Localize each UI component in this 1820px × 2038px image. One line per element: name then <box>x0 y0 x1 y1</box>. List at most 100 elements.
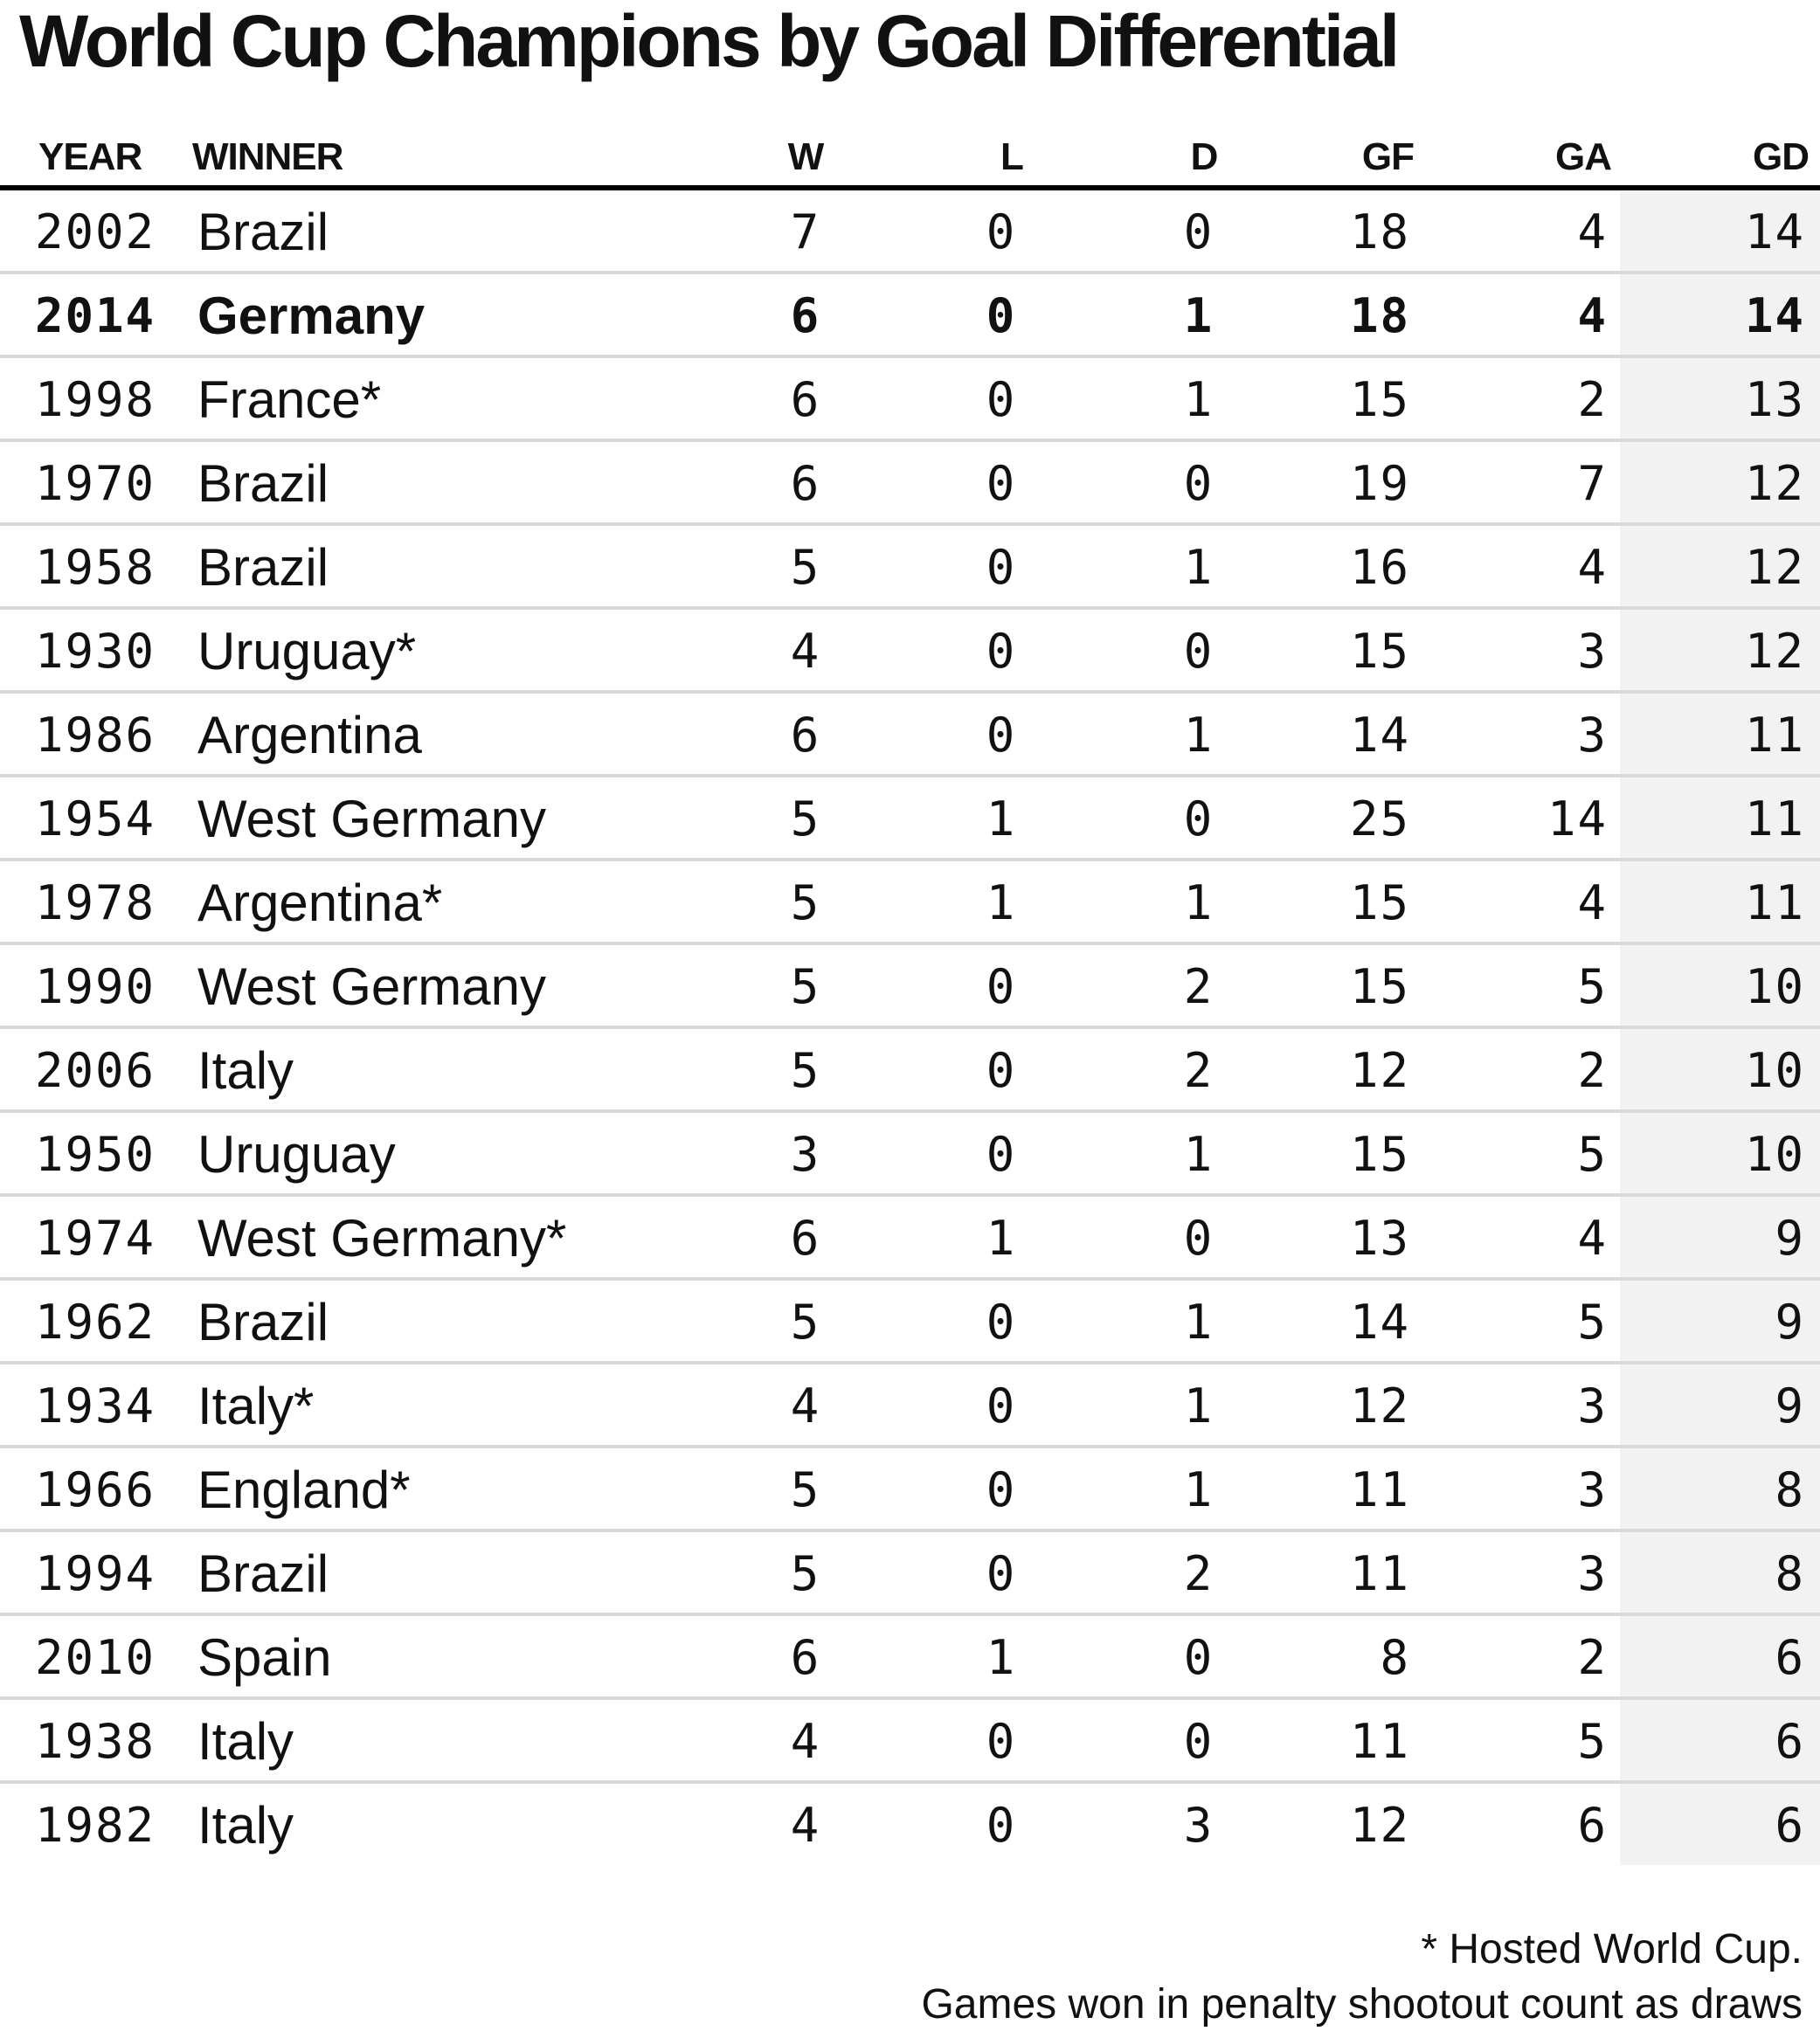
cell-l: 0 <box>986 1798 1017 1853</box>
cell-d: 0 <box>1183 1211 1214 1266</box>
cell-winner: Argentina* <box>197 874 443 932</box>
cell-gd: 10 <box>1744 1043 1805 1098</box>
header-winner: WINNER <box>192 135 343 178</box>
cell-year: 2006 <box>35 1043 156 1098</box>
cell-winner: Italy <box>197 1712 294 1771</box>
cell-gf: 18 <box>1349 288 1410 343</box>
row-divider <box>0 1026 1820 1029</box>
cell-winner: Spain <box>197 1628 332 1687</box>
cell-w: 5 <box>790 959 821 1014</box>
cell-ga: 2 <box>1577 1630 1608 1685</box>
cell-winner: Brazil <box>197 203 329 261</box>
table-row: 1954 West Germany 5 1 0 25 14 11 <box>0 777 1820 861</box>
cell-gd: 12 <box>1744 456 1805 511</box>
footnote-host: * Hosted World Cup. <box>1421 1926 1803 1972</box>
cell-ga: 3 <box>1577 624 1608 679</box>
cell-year: 1962 <box>35 1295 156 1350</box>
cell-gf: 15 <box>1349 875 1410 930</box>
cell-gf: 12 <box>1349 1798 1410 1853</box>
cell-gf: 15 <box>1349 624 1410 679</box>
cell-gd: 12 <box>1744 624 1805 679</box>
cell-year: 1966 <box>35 1462 156 1517</box>
cell-w: 5 <box>790 1462 821 1517</box>
cell-gd: 9 <box>1775 1211 1805 1266</box>
cell-year: 1950 <box>35 1127 156 1182</box>
row-divider <box>0 355 1820 358</box>
cell-d: 1 <box>1183 1127 1214 1182</box>
cell-w: 7 <box>790 204 821 259</box>
cell-year: 1930 <box>35 624 156 679</box>
cell-ga: 2 <box>1577 1043 1608 1098</box>
cell-gd: 14 <box>1744 204 1805 259</box>
cell-l: 1 <box>986 791 1017 846</box>
cell-l: 0 <box>986 456 1017 511</box>
cell-ga: 4 <box>1577 540 1608 595</box>
row-divider <box>0 439 1820 442</box>
cell-gf: 11 <box>1349 1546 1410 1601</box>
cell-ga: 14 <box>1547 791 1608 846</box>
cell-gd: 6 <box>1775 1630 1805 1685</box>
row-divider <box>0 942 1820 945</box>
cell-gd: 9 <box>1775 1295 1805 1350</box>
cell-d: 1 <box>1183 708 1214 763</box>
cell-ga: 6 <box>1577 1798 1608 1853</box>
cell-d: 1 <box>1183 875 1214 930</box>
cell-d: 2 <box>1183 959 1214 1014</box>
row-divider <box>0 271 1820 274</box>
cell-l: 0 <box>986 959 1017 1014</box>
table-row: 1994 Brazil 5 0 2 11 3 8 <box>0 1532 1820 1616</box>
cell-l: 1 <box>986 875 1017 930</box>
row-divider <box>0 1445 1820 1448</box>
table-row: 2010 Spain 6 1 0 8 2 6 <box>0 1616 1820 1700</box>
table-row: 1962 Brazil 5 0 1 14 5 9 <box>0 1281 1820 1364</box>
cell-d: 0 <box>1183 624 1214 679</box>
cell-w: 6 <box>790 372 821 427</box>
cell-ga: 4 <box>1577 204 1608 259</box>
row-divider <box>0 858 1820 861</box>
cell-year: 1978 <box>35 875 156 930</box>
cell-d: 1 <box>1183 540 1214 595</box>
cell-d: 1 <box>1183 1462 1214 1517</box>
cell-gf: 25 <box>1349 791 1410 846</box>
cell-d: 1 <box>1183 1295 1214 1350</box>
cell-gd: 11 <box>1744 875 1805 930</box>
cell-w: 5 <box>790 1546 821 1601</box>
cell-w: 5 <box>790 875 821 930</box>
cell-gf: 12 <box>1349 1043 1410 1098</box>
cell-l: 0 <box>986 708 1017 763</box>
cell-w: 6 <box>790 708 821 763</box>
cell-d: 0 <box>1183 791 1214 846</box>
cell-winner: Germany <box>197 287 426 345</box>
table-row: 1930 Uruguay* 4 0 0 15 3 12 <box>0 610 1820 694</box>
cell-l: 0 <box>986 1295 1017 1350</box>
header-gf: GF <box>1361 135 1415 178</box>
cell-winner: West Germany* <box>197 1209 567 1268</box>
row-divider <box>0 522 1820 526</box>
cell-year: 1986 <box>35 708 156 763</box>
cell-winner: England* <box>197 1461 411 1519</box>
table-row: 2006 Italy 5 0 2 12 2 10 <box>0 1029 1820 1113</box>
table-row: 1986 Argentina 6 0 1 14 3 11 <box>0 694 1820 777</box>
table-row: 2002 Brazil 7 0 0 18 4 14 <box>0 190 1820 274</box>
cell-l: 0 <box>986 1127 1017 1182</box>
row-divider <box>0 1361 1820 1364</box>
cell-w: 6 <box>790 288 821 343</box>
cell-ga: 5 <box>1577 959 1608 1014</box>
table-row: 1934 Italy* 4 0 1 12 3 9 <box>0 1364 1820 1448</box>
cell-year: 1958 <box>35 540 156 595</box>
header-gd: GD <box>1753 135 1810 178</box>
table-row: 1970 Brazil 6 0 0 19 7 12 <box>0 442 1820 526</box>
cell-w: 6 <box>790 456 821 511</box>
cell-l: 0 <box>986 1714 1017 1769</box>
cell-ga: 5 <box>1577 1295 1608 1350</box>
cell-w: 5 <box>790 540 821 595</box>
cell-winner: Uruguay <box>197 1125 396 1184</box>
header-ga: GA <box>1555 135 1612 178</box>
cell-gf: 15 <box>1349 959 1410 1014</box>
cell-w: 4 <box>790 1714 821 1769</box>
cell-gd: 11 <box>1744 791 1805 846</box>
cell-w: 5 <box>790 791 821 846</box>
cell-gd: 10 <box>1744 959 1805 1014</box>
cell-ga: 3 <box>1577 1378 1608 1434</box>
cell-d: 0 <box>1183 204 1214 259</box>
